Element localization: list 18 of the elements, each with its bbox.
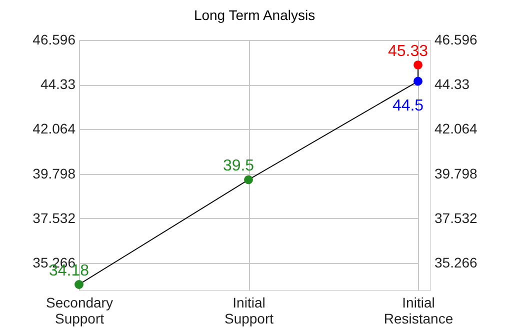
y2-tick-label: 35.266 (434, 254, 478, 271)
y2-tick-label: 46.596 (434, 32, 478, 48)
y2-tick-label: 39.798 (434, 165, 478, 182)
y2-tick-label: 42.064 (434, 120, 478, 137)
y-tick-label: 39.798 (32, 165, 76, 182)
y2-tick-label: 37.532 (434, 210, 478, 226)
y-tick-label: 46.596 (32, 32, 76, 48)
y-tick-label: 44.33 (40, 76, 76, 92)
y-tick-label: 42.064 (32, 120, 76, 137)
data-label: 44.5 (392, 97, 424, 114)
x-tick-label: Secondary Support (46, 294, 113, 326)
x-tick-label: Initial Resistance (384, 294, 454, 326)
chart-title: Long Term Analysis (194, 7, 316, 23)
y2-tick-label: 44.33 (434, 76, 470, 92)
data-label: 45.33 (388, 42, 428, 60)
x-tick-label: Initial Support (224, 294, 274, 326)
y-tick-label: 37.532 (32, 210, 76, 226)
data-label: 39.5 (222, 158, 254, 175)
